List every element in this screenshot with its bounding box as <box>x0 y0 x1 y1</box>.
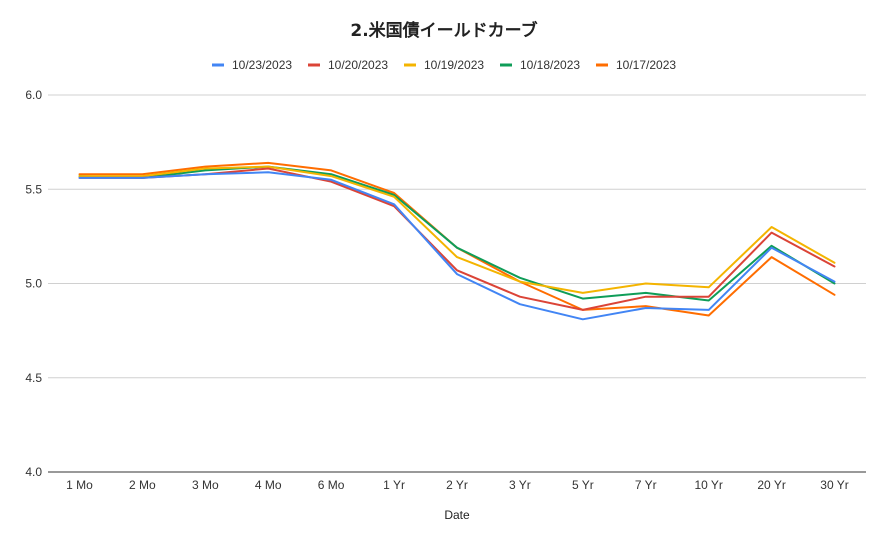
chart-title: 2.米国債イールドカーブ <box>350 20 537 41</box>
y-tick-label: 5.0 <box>25 277 42 291</box>
x-tick-label: 7 Yr <box>635 478 657 492</box>
x-tick-label: 6 Mo <box>318 478 345 492</box>
series-line <box>78 161 836 317</box>
gridlines <box>48 94 866 473</box>
series-line <box>78 165 836 302</box>
x-tick-label: 4 Mo <box>255 478 282 492</box>
x-tick-label: 5 Yr <box>572 478 594 492</box>
legend-entry: 10/18/2023 <box>520 58 580 72</box>
x-tick-label: 1 Yr <box>383 478 405 492</box>
y-tick-label: 5.5 <box>25 182 42 196</box>
legend-entry: 10/20/2023 <box>328 58 388 72</box>
x-tick-label: 10 Yr <box>694 478 722 492</box>
x-tick-label: 3 Yr <box>509 478 531 492</box>
x-tick-label: 2 Yr <box>446 478 468 492</box>
series-group <box>78 161 836 321</box>
x-tick-label: 3 Mo <box>192 478 219 492</box>
x-axis-label: Date <box>444 508 470 522</box>
x-axis-ticks: 1 Mo 2 Mo 3 Mo 4 Mo 6 Mo 1 Yr 2 Yr 3 Yr 5 Yr 7 Yr… <box>66 478 849 492</box>
y-axis-ticks: 4.0 4.5 5.0 5.5 6.0 <box>25 88 42 479</box>
y-tick-label: 4.5 <box>25 371 42 385</box>
x-tick-label: 2 Mo <box>129 478 156 492</box>
legend-entry: 10/17/2023 <box>616 58 676 72</box>
series-line <box>78 165 836 294</box>
y-tick-label: 4.0 <box>25 465 42 479</box>
y-tick-label: 6.0 <box>25 88 42 102</box>
legend-entry: 10/23/2023 <box>232 58 292 72</box>
x-tick-label: 20 Yr <box>757 478 785 492</box>
x-tick-label: 30 Yr <box>820 478 848 492</box>
legend-entry: 10/19/2023 <box>424 58 484 72</box>
x-tick-label: 1 Mo <box>66 478 93 492</box>
series-line <box>78 171 836 321</box>
legend: 10/23/2023 10/20/2023 10/19/2023 10/18/2023… <box>212 58 676 72</box>
